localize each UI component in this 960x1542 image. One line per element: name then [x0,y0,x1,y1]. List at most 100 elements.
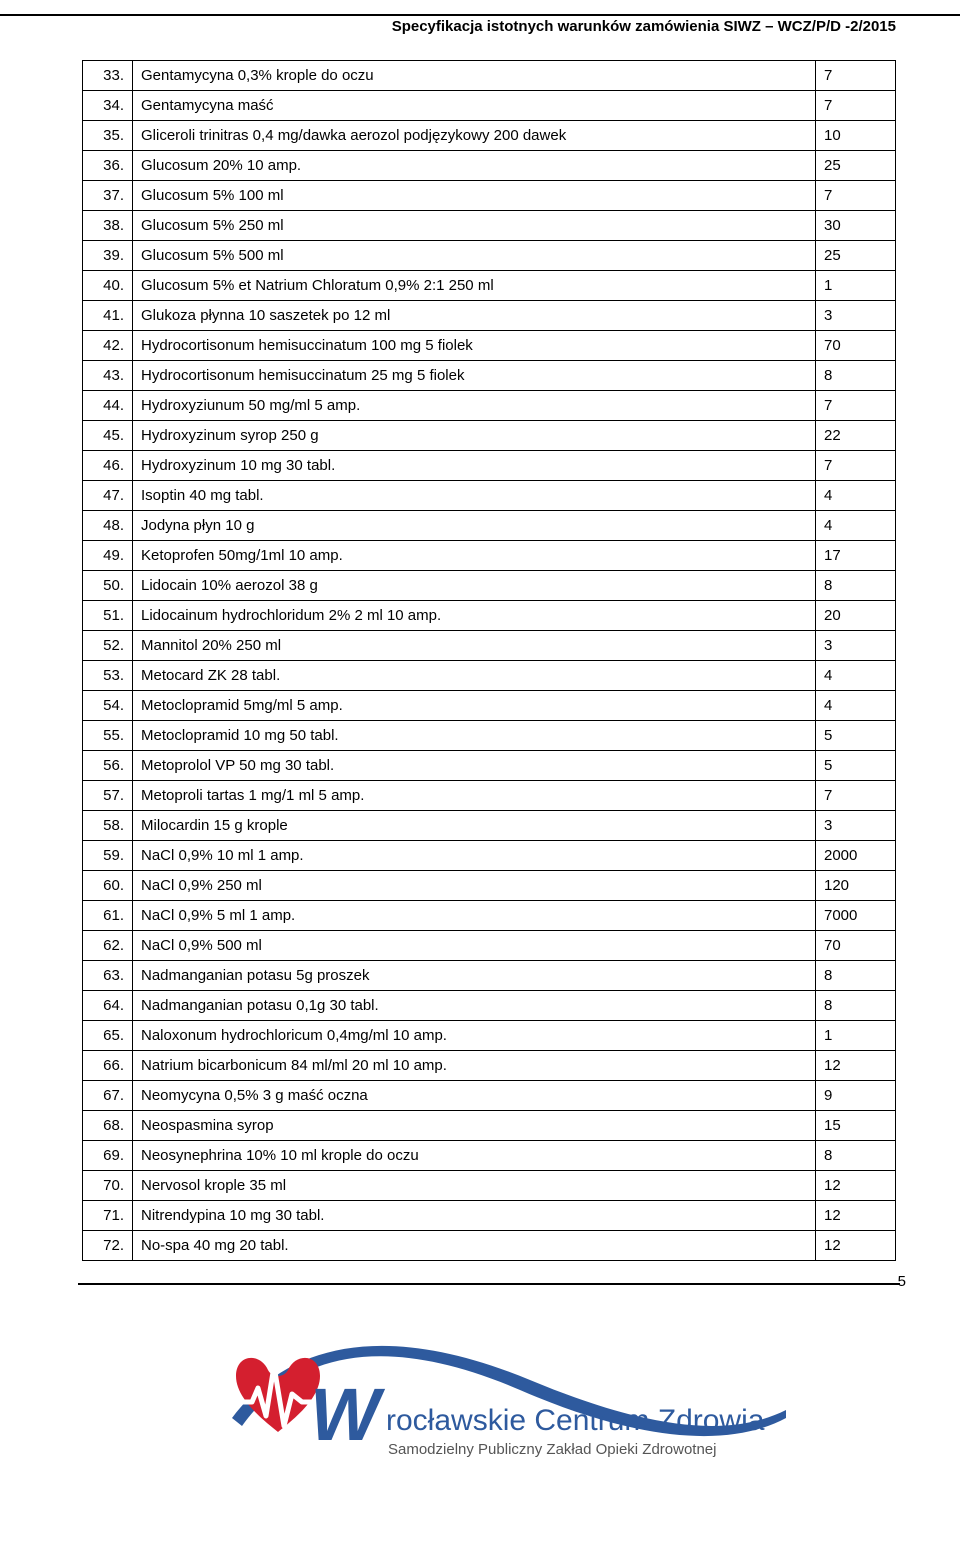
logo-w: W [310,1373,386,1456]
table-row: 69.Neosynephrina 10% 10 ml krople do ocz… [83,1141,896,1171]
row-qty: 2000 [816,841,896,871]
table-row: 49.Ketoprofen 50mg/1ml 10 amp.17 [83,541,896,571]
row-name: Nitrendypina 10 mg 30 tabl. [133,1201,816,1231]
table-row: 33.Gentamycyna 0,3% krople do oczu7 [83,61,896,91]
row-name: Metocard ZK 28 tabl. [133,661,816,691]
table-row: 56.Metoprolol VP 50 mg 30 tabl.5 [83,751,896,781]
row-number: 44. [83,391,133,421]
table-row: 72.No-spa 40 mg 20 tabl.12 [83,1231,896,1261]
table-row: 57.Metoproli tartas 1 mg/1 ml 5 amp.7 [83,781,896,811]
row-qty: 3 [816,811,896,841]
row-number: 48. [83,511,133,541]
row-number: 68. [83,1111,133,1141]
row-qty: 15 [816,1111,896,1141]
row-qty: 7 [816,91,896,121]
row-name: Lidocain 10% aerozol 38 g [133,571,816,601]
row-qty: 3 [816,631,896,661]
row-name: Ketoprofen 50mg/1ml 10 amp. [133,541,816,571]
row-qty: 7 [816,451,896,481]
row-number: 52. [83,631,133,661]
row-name: Gentamycyna 0,3% krople do oczu [133,61,816,91]
table-row: 34.Gentamycyna maść7 [83,91,896,121]
row-qty: 30 [816,211,896,241]
row-name: NaCl 0,9% 5 ml 1 amp. [133,901,816,931]
row-name: Glucosum 5% 100 ml [133,181,816,211]
table-row: 46.Hydroxyzinum 10 mg 30 tabl.7 [83,451,896,481]
row-number: 70. [83,1171,133,1201]
row-qty: 8 [816,991,896,1021]
table-row: 53.Metocard ZK 28 tabl.4 [83,661,896,691]
table-row: 65.Naloxonum hydrochloricum 0,4mg/ml 10 … [83,1021,896,1051]
table-row: 43.Hydrocortisonum hemisuccinatum 25 mg … [83,361,896,391]
row-qty: 5 [816,721,896,751]
row-name: Gliceroli trinitras 0,4 mg/dawka aerozol… [133,121,816,151]
row-qty: 12 [816,1231,896,1261]
row-number: 64. [83,991,133,1021]
row-qty: 12 [816,1171,896,1201]
row-name: Hydroxyziunum 50 mg/ml 5 amp. [133,391,816,421]
row-number: 34. [83,91,133,121]
table-row: 64.Nadmanganian potasu 0,1g 30 tabl.8 [83,991,896,1021]
row-number: 63. [83,961,133,991]
row-number: 41. [83,301,133,331]
row-number: 65. [83,1021,133,1051]
table-row: 58.Milocardin 15 g krople3 [83,811,896,841]
table-row: 35.Gliceroli trinitras 0,4 mg/dawka aero… [83,121,896,151]
row-number: 37. [83,181,133,211]
table-row: 61.NaCl 0,9% 5 ml 1 amp.7000 [83,901,896,931]
row-qty: 4 [816,511,896,541]
header-text: Specyfikacja istotnych warunków zamówien… [392,18,896,35]
row-qty: 12 [816,1201,896,1231]
row-qty: 8 [816,571,896,601]
row-qty: 4 [816,691,896,721]
table-row: 60.NaCl 0,9% 250 ml120 [83,871,896,901]
row-name: Glucosum 20% 10 amp. [133,151,816,181]
row-qty: 22 [816,421,896,451]
row-number: 35. [83,121,133,151]
table-row: 68.Neospasmina syrop15 [83,1111,896,1141]
row-number: 45. [83,421,133,451]
page-number: 5 [898,1273,906,1290]
row-qty: 17 [816,541,896,571]
row-number: 72. [83,1231,133,1261]
row-name: Mannitol 20% 250 ml [133,631,816,661]
row-number: 40. [83,271,133,301]
table-row: 50.Lidocain 10% aerozol 38 g8 [83,571,896,601]
row-name: Milocardin 15 g krople [133,811,816,841]
table-row: 42.Hydrocortisonum hemisuccinatum 100 mg… [83,331,896,361]
row-name: Glukoza płynna 10 saszetek po 12 ml [133,301,816,331]
row-qty: 3 [816,301,896,331]
row-qty: 7 [816,181,896,211]
row-name: Hydroxyzinum syrop 250 g [133,421,816,451]
row-qty: 70 [816,331,896,361]
row-qty: 10 [816,121,896,151]
row-qty: 8 [816,1141,896,1171]
row-number: 42. [83,331,133,361]
header-rule [0,14,960,16]
row-name: NaCl 0,9% 10 ml 1 amp. [133,841,816,871]
row-number: 33. [83,61,133,91]
row-qty: 4 [816,661,896,691]
row-number: 50. [83,571,133,601]
row-name: Gentamycyna maść [133,91,816,121]
row-number: 67. [83,1081,133,1111]
row-name: Isoptin 40 mg tabl. [133,481,816,511]
logo-svg: W rocławskie Centrum Zdrowia Samodzielny… [230,1330,790,1490]
row-qty: 120 [816,871,896,901]
row-number: 36. [83,151,133,181]
row-name: Nadmanganian potasu 0,1g 30 tabl. [133,991,816,1021]
row-number: 55. [83,721,133,751]
row-name: Metoprolol VP 50 mg 30 tabl. [133,751,816,781]
row-name: Glucosum 5% 500 ml [133,241,816,271]
data-table-wrap: 33.Gentamycyna 0,3% krople do oczu734.Ge… [82,60,896,1261]
row-qty: 1 [816,271,896,301]
row-number: 69. [83,1141,133,1171]
row-name: Hydrocortisonum hemisuccinatum 25 mg 5 f… [133,361,816,391]
table-row: 55.Metoclopramid 10 mg 50 tabl.5 [83,721,896,751]
row-name: Nadmanganian potasu 5g proszek [133,961,816,991]
table-row: 54.Metoclopramid 5mg/ml 5 amp.4 [83,691,896,721]
logo-title: rocławskie Centrum Zdrowia [386,1404,765,1437]
row-name: Hydroxyzinum 10 mg 30 tabl. [133,451,816,481]
table-row: 37.Glucosum 5% 100 ml7 [83,181,896,211]
table-row: 62.NaCl 0,9% 500 ml70 [83,931,896,961]
